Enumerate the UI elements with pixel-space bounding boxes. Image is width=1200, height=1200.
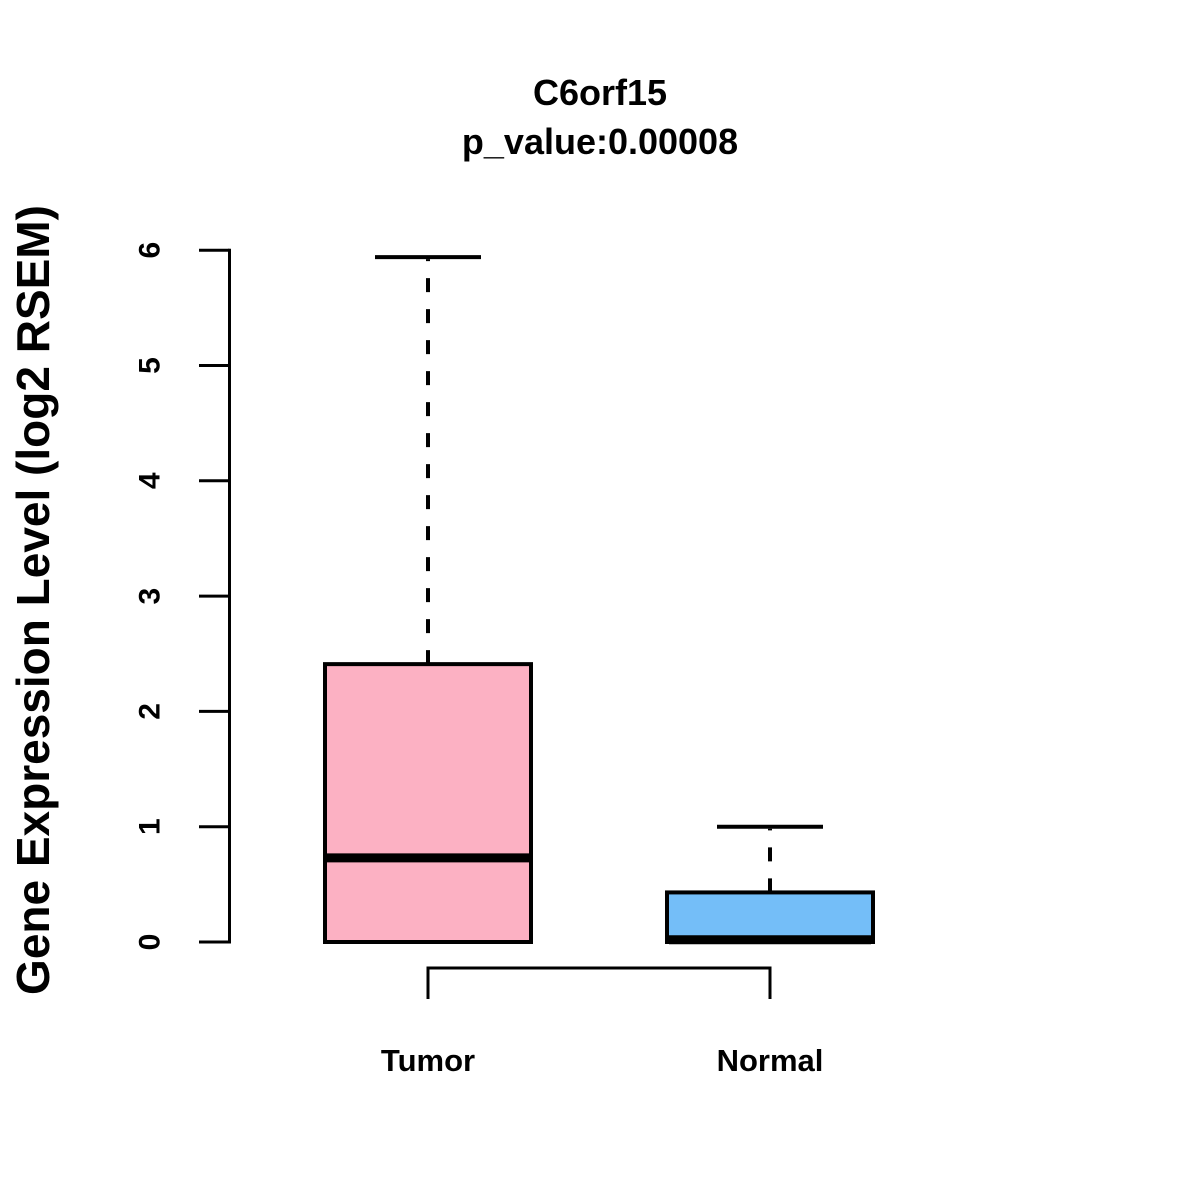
y-axis-label: Gene Expression Level (log2 RSEM) bbox=[7, 205, 59, 995]
plot-subtitle: p_value:0.00008 bbox=[461, 121, 739, 162]
y-axis-tick-label: 1 bbox=[134, 818, 167, 835]
y-axis-tick-label: 4 bbox=[134, 472, 167, 489]
normal-box bbox=[665, 890, 875, 945]
plot-title: C6orf15 bbox=[532, 72, 668, 113]
y-axis-tick-label: 3 bbox=[134, 588, 167, 605]
y-axis-tick-label: 6 bbox=[134, 242, 167, 259]
y-axis-tick-label: 2 bbox=[134, 703, 167, 720]
tumor-box bbox=[323, 662, 533, 944]
x-label-normal: Normal bbox=[716, 1043, 824, 1078]
group-comparison-bracket bbox=[426, 966, 772, 999]
y-axis-tick-label: 0 bbox=[134, 934, 167, 951]
y-axis-tick-label: 5 bbox=[134, 357, 167, 374]
x-label-tumor: Tumor bbox=[380, 1043, 476, 1078]
